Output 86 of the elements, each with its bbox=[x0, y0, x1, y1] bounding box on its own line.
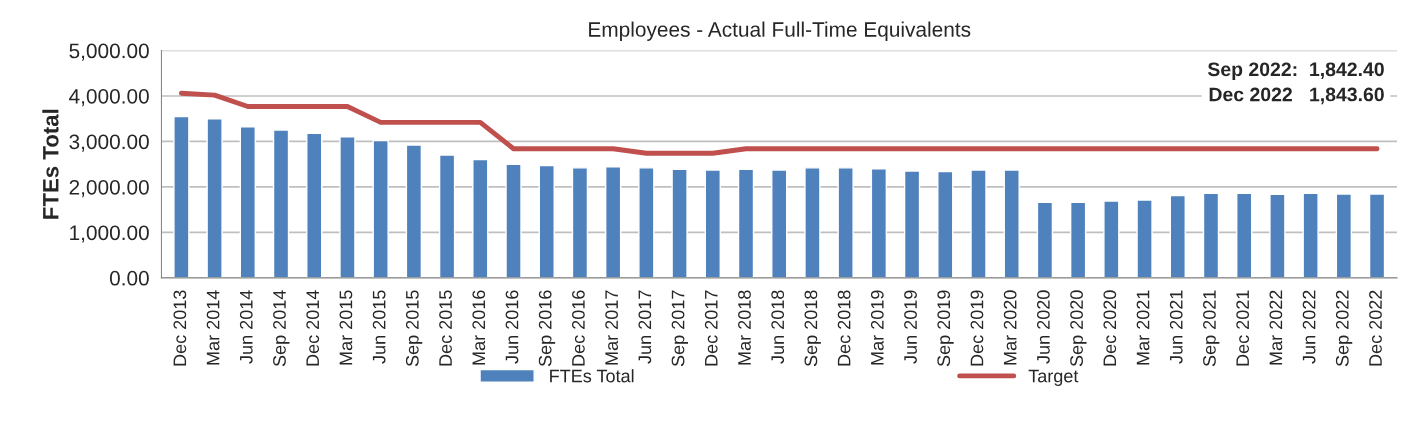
x-tick-label: Mar 2022 bbox=[1269, 290, 1283, 365]
x-tick-label: Mar 2019 bbox=[870, 290, 884, 365]
x-tick-label: Mar 2016 bbox=[472, 290, 486, 365]
bar bbox=[405, 144, 423, 278]
y-tick-label: 1,000.00 bbox=[70, 225, 149, 243]
bar bbox=[1302, 192, 1319, 278]
x-tick-label: Jun 2018 bbox=[771, 290, 785, 364]
x-tick-label: Dec 2019 bbox=[970, 290, 984, 366]
bar bbox=[771, 169, 788, 278]
bar bbox=[1069, 201, 1087, 278]
x-tick-label: Dec 2015 bbox=[439, 290, 452, 366]
bar bbox=[239, 126, 256, 278]
x-tick-label: Dec 2022 bbox=[1369, 290, 1382, 366]
x-tick-label: Dec 2017 bbox=[704, 290, 718, 366]
x-tick-label: Sep 2019 bbox=[937, 290, 954, 367]
bar bbox=[173, 115, 190, 278]
bar bbox=[306, 132, 323, 278]
annotation: Sep 2022: 1,842.40 bbox=[1207, 62, 1384, 81]
bar bbox=[903, 170, 921, 278]
x-tick-label: Mar 2020 bbox=[1003, 290, 1017, 365]
bar bbox=[1368, 193, 1386, 278]
bar bbox=[1136, 199, 1153, 278]
x-tick-label: Mar 2017 bbox=[605, 290, 618, 365]
chart-title: Employees - Actual Full-Time Equivalents bbox=[589, 21, 971, 41]
legend-label: Target bbox=[1028, 369, 1079, 386]
bar bbox=[704, 169, 721, 278]
x-tick-label: Jun 2022 bbox=[1302, 290, 1316, 364]
x-tick-label: Jun 2016 bbox=[505, 290, 519, 364]
bar bbox=[438, 154, 456, 278]
bar bbox=[937, 170, 954, 278]
bar bbox=[472, 158, 489, 278]
y-tick-label: 0.00 bbox=[109, 270, 149, 286]
bar bbox=[671, 168, 688, 278]
legend-label: FTEs Total bbox=[550, 369, 634, 383]
x-tick-label: Jun 2019 bbox=[904, 290, 917, 364]
x-tick-label: Jun 2017 bbox=[638, 290, 652, 364]
bar bbox=[1036, 201, 1054, 278]
x-tick-label: Sep 2016 bbox=[538, 290, 556, 367]
x-tick-label: Mar 2014 bbox=[206, 290, 220, 365]
x-tick-label: Sep 2015 bbox=[405, 290, 423, 367]
annotation: Dec 2022 1,843.60 bbox=[1209, 87, 1384, 105]
x-tick-label: Sep 2020 bbox=[1070, 290, 1087, 367]
bar bbox=[1269, 193, 1286, 278]
bar bbox=[339, 136, 356, 278]
bar bbox=[1236, 192, 1253, 278]
y-tick-label: 2,000.00 bbox=[69, 179, 149, 198]
bar bbox=[1335, 193, 1353, 278]
x-tick-label: Jun 2014 bbox=[239, 290, 253, 364]
x-tick-label: Sep 2014 bbox=[273, 290, 290, 367]
bar bbox=[737, 168, 755, 278]
bar bbox=[870, 168, 888, 278]
bar bbox=[837, 167, 854, 278]
x-tick-label: Sep 2017 bbox=[671, 290, 688, 367]
x-tick-label: Mar 2015 bbox=[339, 290, 353, 365]
bar bbox=[1202, 192, 1220, 278]
x-tick-label: Dec 2013 bbox=[173, 290, 187, 366]
bar bbox=[206, 118, 223, 278]
bar bbox=[272, 129, 290, 278]
y-tick-label: 4,000.00 bbox=[69, 88, 149, 107]
x-tick-label: Dec 2018 bbox=[837, 290, 851, 366]
bar bbox=[571, 167, 589, 278]
y-axis-title: FTEs Total bbox=[42, 109, 59, 219]
bar bbox=[1103, 200, 1120, 278]
x-tick-label: Mar 2021 bbox=[1136, 290, 1150, 365]
bar bbox=[1003, 169, 1020, 278]
bar bbox=[372, 139, 389, 278]
y-tick-label: 5,000.00 bbox=[69, 43, 149, 61]
x-tick-label: Sep 2021 bbox=[1203, 290, 1220, 367]
x-tick-label: Dec 2020 bbox=[1103, 290, 1117, 366]
x-tick-label: Jun 2021 bbox=[1169, 290, 1183, 364]
bar bbox=[538, 164, 555, 278]
bar bbox=[638, 167, 655, 278]
x-tick-label: Sep 2018 bbox=[804, 290, 821, 367]
x-tick-label: Dec 2021 bbox=[1236, 290, 1250, 366]
x-tick-label: Jun 2020 bbox=[1036, 290, 1050, 364]
x-tick-label: Jun 2015 bbox=[372, 290, 386, 364]
bar bbox=[604, 166, 622, 278]
x-tick-label: Dec 2016 bbox=[572, 290, 585, 366]
x-tick-label: Dec 2014 bbox=[306, 290, 320, 366]
bar bbox=[804, 167, 821, 278]
bar bbox=[1169, 194, 1186, 278]
x-tick-label: Sep 2022 bbox=[1335, 290, 1353, 367]
y-tick-label: 3,000.00 bbox=[69, 134, 149, 152]
bar bbox=[505, 163, 522, 278]
x-tick-label: Mar 2018 bbox=[738, 290, 751, 365]
bar bbox=[970, 169, 987, 278]
